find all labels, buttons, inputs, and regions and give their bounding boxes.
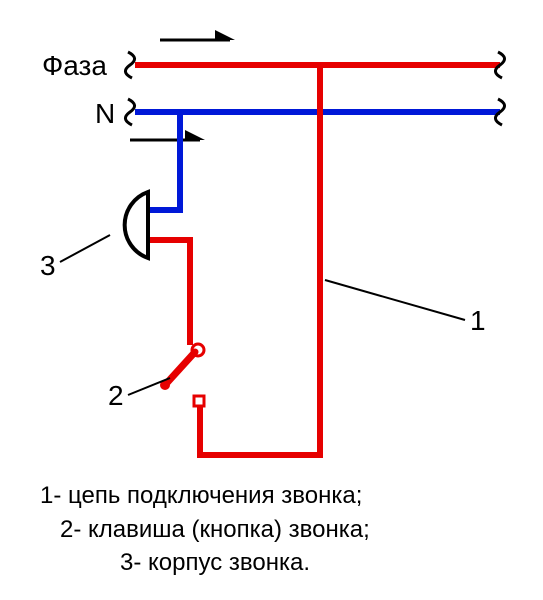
- label-callout-3: 3: [40, 250, 56, 282]
- switch-terminal-bottom: [194, 396, 204, 406]
- label-callout-2: 2: [108, 380, 124, 412]
- bell-body: [125, 192, 148, 258]
- switch-lever: [165, 352, 195, 385]
- schematic-diagram: Фаза N 3 2 1 1- цепь подключения звонка;…: [0, 0, 543, 600]
- legend: 1- цепь подключения звонка; 2- клавиша (…: [40, 479, 370, 580]
- leader-3: [60, 235, 110, 262]
- arrow-neutral: [130, 130, 205, 140]
- legend-line-3: 3- корпус звонка.: [40, 546, 370, 580]
- label-callout-1: 1: [470, 305, 486, 337]
- legend-line-2: 2- клавиша (кнопка) звонка;: [40, 513, 370, 547]
- arrow-phase: [160, 30, 235, 40]
- label-phase: Фаза: [42, 50, 107, 82]
- label-neutral: N: [95, 98, 115, 130]
- legend-line-1: 1- цепь подключения звонка;: [40, 479, 370, 513]
- break-neutral-left: [125, 99, 134, 125]
- leader-1: [325, 280, 465, 320]
- break-phase-left: [125, 52, 134, 78]
